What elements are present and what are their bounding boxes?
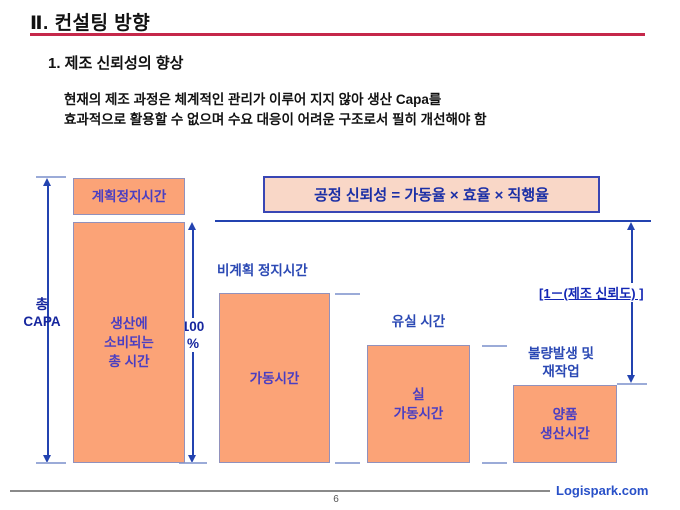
loss-time-label: 유실 시간: [391, 314, 446, 329]
capa-arrow-up-head: [43, 178, 51, 186]
reliability-arrow-up-head: [627, 222, 635, 230]
box-good-production-time: 양품 생산시간: [513, 385, 617, 463]
unplanned-stop-label: 비계획 정지시간: [217, 263, 308, 278]
reliability-arrow-bottom-tick: [617, 383, 647, 385]
box-total-time-line1: 생산에: [110, 316, 148, 331]
box-total-time-line3: 총 시간: [108, 354, 150, 369]
footer-divider: [10, 490, 550, 492]
percent-arrow-bottom-tick: [179, 462, 207, 464]
box-planned-stop-time: 계획정지시간: [73, 178, 185, 215]
defect-rework-label: 불량발생 및 재작업: [505, 345, 617, 381]
page-title: Ⅱ. 컨설팅 방향: [30, 13, 151, 34]
reliability-arrow-line: [631, 229, 633, 376]
capa-arrow-down-head: [43, 455, 51, 463]
percent-label-line2: %: [186, 336, 199, 351]
reliability-arrow-down-head: [627, 375, 635, 383]
box-actual-operating-time: 실 가동시간: [367, 345, 470, 463]
percent-label-line1: 100: [181, 319, 205, 334]
logispark-logo: Logispark.com: [556, 483, 649, 498]
body-line-1: 현재의 제조 과정은 체계적인 관리가 이루어 지지 않아 생산 Capa를: [64, 92, 442, 107]
total-capa-label: 총 CAPA: [14, 296, 70, 330]
capa-arrow-top-tick: [36, 176, 66, 178]
box-good-line1: 양품: [552, 407, 578, 422]
reliability-label: [1－(제조 신뢰도) ]: [537, 283, 646, 302]
section-heading: 1. 제조 신뢰성의 향상: [48, 55, 184, 72]
box-planned-stop-label: 계획정지시간: [91, 189, 167, 204]
box-operating-time: 가동시간: [219, 293, 330, 463]
box-total-time-line2: 소비되는: [104, 335, 154, 350]
baseline-tick-1: [335, 462, 360, 464]
defect-label-line2: 재작업: [542, 364, 580, 379]
body-paragraph: 현재의 제조 과정은 체계적인 관리가 이루어 지지 않아 생산 Capa를 효…: [64, 90, 649, 130]
percent-arrow-up-head: [188, 222, 196, 230]
page-number: 6: [333, 494, 339, 505]
formula-callout: 공정 신뢰성 = 가동율 × 효율 × 직행율: [263, 176, 600, 213]
capa-arrow-line: [47, 185, 49, 456]
capa-arrow-bottom-tick: [36, 462, 66, 464]
baseline-tick-2: [482, 462, 507, 464]
title-underline: [30, 33, 645, 36]
total-capa-label-line2: CAPA: [23, 314, 61, 329]
step-tick-operating-level: [335, 293, 360, 295]
defect-label-line1: 불량발생 및: [528, 346, 594, 361]
box-operating-label: 가동시간: [249, 370, 300, 386]
box-actual-line2: 가동시간: [393, 406, 444, 421]
box-actual-line1: 실: [412, 387, 425, 402]
formula-text: 공정 신뢰성 = 가동율 × 효율 × 직행율: [314, 187, 549, 204]
box-total-production-time: 생산에 소비되는 총 시간: [73, 222, 185, 463]
body-line-2: 효과적으로 활용할 수 없으며 수요 대응이 어려운 구조로서 필히 개선해야 …: [64, 112, 487, 127]
reference-line-100pct: [215, 220, 651, 222]
step-tick-actual-level: [482, 345, 507, 347]
percent-arrow-down-head: [188, 455, 196, 463]
box-good-line2: 생산시간: [540, 426, 590, 441]
total-capa-label-line1: 총: [35, 297, 49, 312]
